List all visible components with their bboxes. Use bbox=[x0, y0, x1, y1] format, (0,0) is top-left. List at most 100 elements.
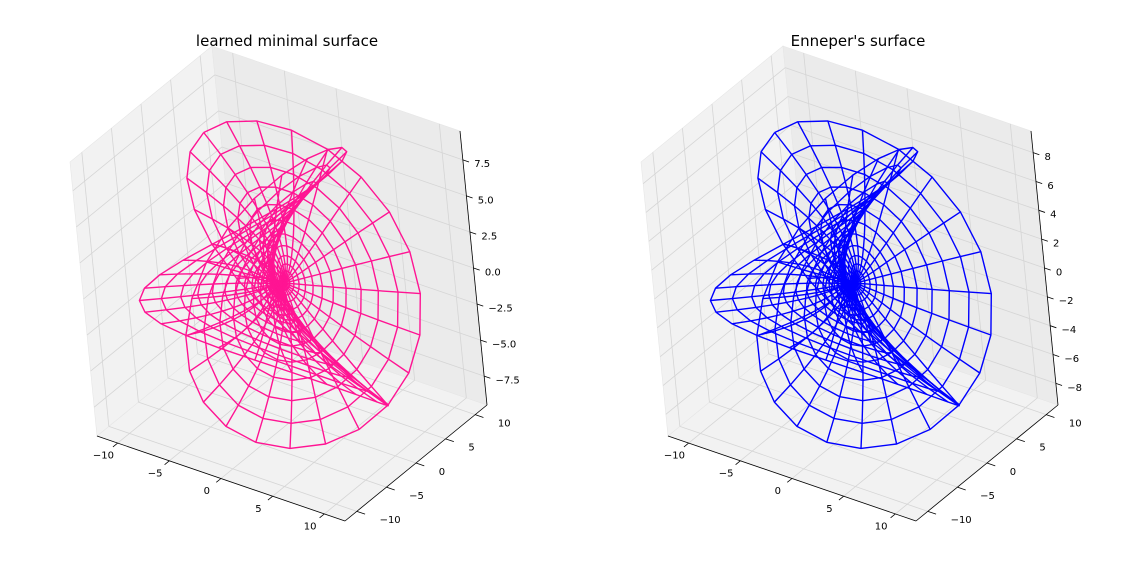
y-tick-label: 10 bbox=[1069, 418, 1082, 429]
gridline bbox=[93, 290, 237, 408]
x-tick-mark bbox=[112, 442, 118, 448]
x-tick-label: 0 bbox=[204, 486, 210, 497]
x-tick-mark bbox=[267, 495, 273, 501]
y-tick-label: 5 bbox=[1039, 443, 1045, 454]
z-tick-label: 2 bbox=[1053, 239, 1059, 250]
gridline bbox=[138, 401, 387, 488]
gridline bbox=[709, 401, 958, 488]
x-tick-label: −5 bbox=[719, 468, 734, 479]
z-tick-mark bbox=[1052, 354, 1060, 358]
gridline bbox=[665, 298, 809, 415]
gridline bbox=[642, 67, 786, 184]
z-tick-label: 6 bbox=[1047, 181, 1053, 192]
ring-wire bbox=[138, 120, 421, 450]
x-tick-mark bbox=[216, 478, 222, 483]
gridline bbox=[738, 377, 988, 464]
z-tick-mark bbox=[1044, 267, 1051, 271]
z-tick-mark bbox=[484, 375, 491, 379]
z-tick-label: 8 bbox=[1044, 152, 1050, 163]
z-tick-label: −6 bbox=[1064, 354, 1079, 365]
z-tick-label: 7.5 bbox=[474, 159, 490, 170]
z-tick-mark bbox=[1035, 181, 1043, 184]
right-3d-axes: −10 −5 0 5 10 −10 −5 0 5 10 8 6 4 2 0 −2 −4 −6 −8 Enneper's… bbox=[640, 32, 1082, 533]
ring-wire bbox=[243, 241, 314, 325]
z-tick-label: −7.5 bbox=[496, 376, 520, 387]
ring-wire bbox=[814, 241, 885, 325]
x-tick-mark bbox=[164, 460, 170, 465]
radial-wire bbox=[715, 282, 850, 289]
left-3d-axes: −10 −5 0 5 10 −10 −5 0 5 10 7.5 5.0 2.5 0.0 −2.5 −5.0 −7… bbox=[69, 32, 520, 533]
z-tick-mark bbox=[1033, 152, 1040, 156]
z-tick-label: −2.5 bbox=[488, 303, 512, 314]
gridline bbox=[79, 146, 223, 264]
z-tick-mark bbox=[462, 159, 470, 163]
gridline bbox=[648, 125, 792, 242]
ring-wire bbox=[160, 144, 399, 424]
y-tick-label: 0 bbox=[439, 467, 445, 478]
z-tick-label: −4 bbox=[1062, 325, 1077, 336]
gridline bbox=[76, 110, 219, 228]
y-tick-label: −5 bbox=[980, 491, 995, 502]
x-tick-mark bbox=[319, 513, 325, 519]
y-tick-mark bbox=[415, 462, 425, 467]
ring-wire bbox=[179, 166, 379, 402]
gridline bbox=[787, 96, 1037, 182]
gridline bbox=[651, 153, 794, 271]
gridline bbox=[83, 182, 226, 300]
x-tick-label: 5 bbox=[826, 504, 832, 515]
y-tick-mark bbox=[356, 510, 366, 515]
x-tick-label: −10 bbox=[93, 451, 114, 462]
z-tick-mark bbox=[1041, 238, 1048, 242]
y-tick-mark bbox=[1046, 414, 1055, 418]
z-tick-label: −8 bbox=[1067, 383, 1082, 394]
z-tick-label: −2 bbox=[1059, 296, 1074, 307]
z-tick-label: 0.0 bbox=[485, 267, 501, 278]
radial-wire bbox=[730, 273, 850, 285]
radial-wire bbox=[144, 282, 279, 289]
z-tick-label: 2.5 bbox=[481, 231, 497, 242]
z-tick-mark bbox=[1047, 296, 1054, 300]
gridline bbox=[197, 353, 446, 440]
gridline bbox=[167, 377, 417, 464]
right-panel-title: Enneper's surface bbox=[791, 32, 926, 50]
x-tick-mark bbox=[838, 495, 844, 501]
ring-wire bbox=[709, 120, 992, 450]
y-tick-label: 10 bbox=[498, 418, 511, 429]
radial-wire bbox=[159, 273, 279, 285]
x-tick-label: 0 bbox=[775, 486, 781, 497]
x-tick-mark bbox=[735, 460, 741, 465]
y-tick-label: 5 bbox=[468, 443, 474, 454]
x-tick-label: −10 bbox=[664, 451, 685, 462]
gridline bbox=[108, 425, 357, 512]
ring-wire bbox=[731, 144, 970, 424]
gridline bbox=[654, 182, 797, 300]
z-tick-mark bbox=[476, 303, 484, 307]
x-tick-mark bbox=[683, 442, 689, 448]
y-tick-label: −10 bbox=[380, 515, 401, 526]
ring-wire bbox=[751, 166, 950, 402]
gridline bbox=[790, 124, 1039, 211]
z-tick-mark bbox=[1038, 209, 1046, 213]
radial-wire bbox=[754, 259, 850, 285]
y-tick-label: −5 bbox=[409, 491, 424, 502]
y-tick-mark bbox=[957, 486, 966, 491]
x-tick-mark bbox=[787, 478, 793, 483]
radial-wire bbox=[183, 259, 279, 285]
gridline bbox=[645, 96, 789, 213]
axes-background: −10 −5 0 5 10 −10 −5 0 5 10 7.5 5.0 2.5 0.0 −2.5 −5.0 −7… bbox=[69, 45, 520, 533]
surface-wireframe bbox=[138, 120, 421, 450]
gridline bbox=[796, 182, 1045, 269]
y-tick-mark bbox=[475, 414, 484, 418]
x-tick-label: 10 bbox=[304, 522, 317, 533]
x-tick-label: 10 bbox=[875, 522, 888, 533]
gridline bbox=[225, 182, 474, 269]
z-tick-mark bbox=[1050, 325, 1057, 329]
left-panel-title: learned minimal surface bbox=[196, 32, 378, 50]
y-tick-label: −10 bbox=[951, 515, 972, 526]
gridline bbox=[768, 353, 1017, 440]
y-tick-label: 0 bbox=[1010, 467, 1016, 478]
z-tick-mark bbox=[473, 267, 480, 271]
x-tick-label: −5 bbox=[148, 468, 163, 479]
y-tick-mark bbox=[1016, 438, 1025, 443]
